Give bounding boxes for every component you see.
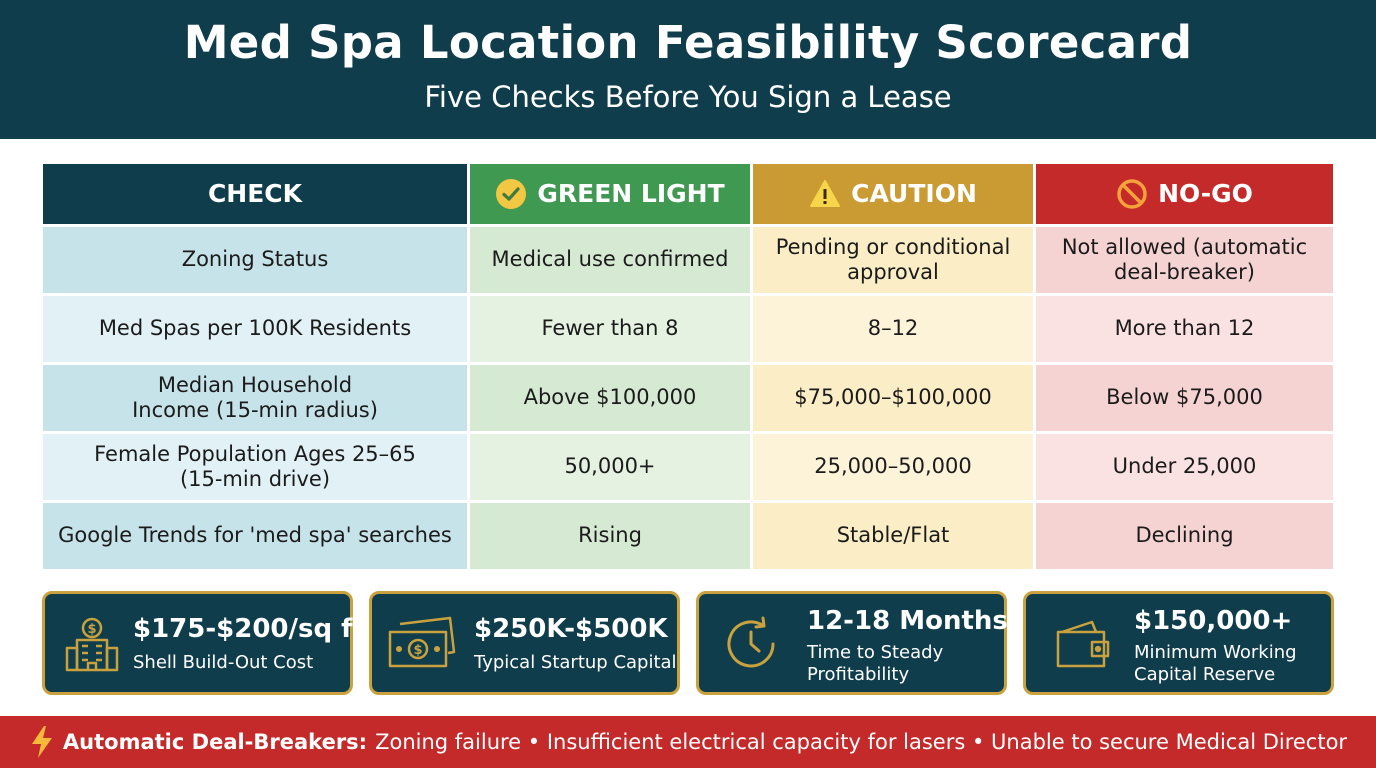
svg-text:$: $ xyxy=(413,643,422,658)
stat-label: Typical Startup Capital xyxy=(474,652,677,673)
stat-value: 12-18 Months xyxy=(807,606,1008,636)
row-green-cell: Fewer than 8 xyxy=(470,296,750,362)
row-caution-cell: 8–12 xyxy=(753,296,1033,362)
stat-value: $175-$200/sq ft xyxy=(133,614,365,644)
stat-card-startup-capital: $ $250K-$500K Typical Startup Capital xyxy=(369,591,680,695)
row-green-cell: 50,000+ xyxy=(470,434,750,500)
page-title: Med Spa Location Feasibility Scorecard xyxy=(183,16,1193,69)
row-check-cell: Zoning Status xyxy=(43,227,467,293)
header-green-label: GREEN LIGHT xyxy=(537,179,725,208)
row-check-cell: Med Spas per 100K Residents xyxy=(43,296,467,362)
row-nogo-cell: Not allowed (automatic deal-breaker) xyxy=(1036,227,1333,293)
row-check-cell: Median Household Income (15-min radius) xyxy=(43,365,467,431)
building-dollar-icon: $ xyxy=(61,614,121,674)
page-subtitle: Five Checks Before You Sign a Lease xyxy=(424,80,952,114)
header-nogo-label: NO-GO xyxy=(1158,179,1253,208)
header-no-go: NO-GO xyxy=(1036,164,1333,224)
stat-card-profitability-time: 12-18 Months Time to Steady Profitabilit… xyxy=(696,591,1008,695)
scorecard-table: CHECK GREEN LIGHT CAUTION NO-GO Zoning S… xyxy=(43,164,1333,569)
check-circle-icon xyxy=(495,178,527,210)
stat-value: $250K-$500K xyxy=(474,614,668,644)
row-green-cell: Above $100,000 xyxy=(470,365,750,431)
row-nogo-cell: Under 25,000 xyxy=(1036,434,1333,500)
header-caution-label: CAUTION xyxy=(851,179,977,208)
row-green-cell: Rising xyxy=(470,503,750,569)
prohibited-icon xyxy=(1116,178,1148,210)
clock-icon xyxy=(721,614,781,674)
warning-triangle-icon xyxy=(809,178,841,210)
deal-breakers-banner: Automatic Deal-Breakers: Zoning failure … xyxy=(0,716,1376,768)
header-banner: Med Spa Location Feasibility Scorecard F… xyxy=(0,0,1376,139)
row-check-cell: Female Population Ages 25–65 (15-min dri… xyxy=(43,434,467,500)
svg-text:$: $ xyxy=(87,622,96,637)
deal-breakers-text: Zoning failure • Insufficient electrical… xyxy=(375,730,1348,754)
header-check-label: CHECK xyxy=(207,179,303,208)
stat-label: Minimum Working Capital Reserve xyxy=(1134,642,1297,685)
stat-card-build-out-cost: $ $175-$200/sq ft Shell Build-Out Cost xyxy=(42,591,365,695)
deal-breakers-label: Automatic Deal-Breakers: xyxy=(62,730,368,754)
row-check-cell: Google Trends for 'med spa' searches xyxy=(43,503,467,569)
wallet-icon xyxy=(1052,614,1112,674)
row-caution-cell: Pending or conditional approval xyxy=(753,227,1033,293)
header-caution: CAUTION xyxy=(753,164,1033,224)
row-green-cell: Medical use confirmed xyxy=(470,227,750,293)
row-caution-cell: $75,000–$100,000 xyxy=(753,365,1033,431)
header-check: CHECK xyxy=(43,164,467,224)
row-caution-cell: 25,000–50,000 xyxy=(753,434,1033,500)
row-nogo-cell: More than 12 xyxy=(1036,296,1333,362)
row-caution-cell: Stable/Flat xyxy=(753,503,1033,569)
stat-label: Shell Build-Out Cost xyxy=(133,652,314,673)
stat-card-working-capital: $150,000+ Minimum Working Capital Reserv… xyxy=(1023,591,1334,695)
stat-label: Time to Steady Profitability xyxy=(807,642,944,685)
lightning-bolt-icon xyxy=(29,725,55,759)
cash-icon: $ xyxy=(386,614,458,674)
stat-value: $150,000+ xyxy=(1134,606,1293,636)
header-green-light: GREEN LIGHT xyxy=(470,164,750,224)
row-nogo-cell: Declining xyxy=(1036,503,1333,569)
row-nogo-cell: Below $75,000 xyxy=(1036,365,1333,431)
